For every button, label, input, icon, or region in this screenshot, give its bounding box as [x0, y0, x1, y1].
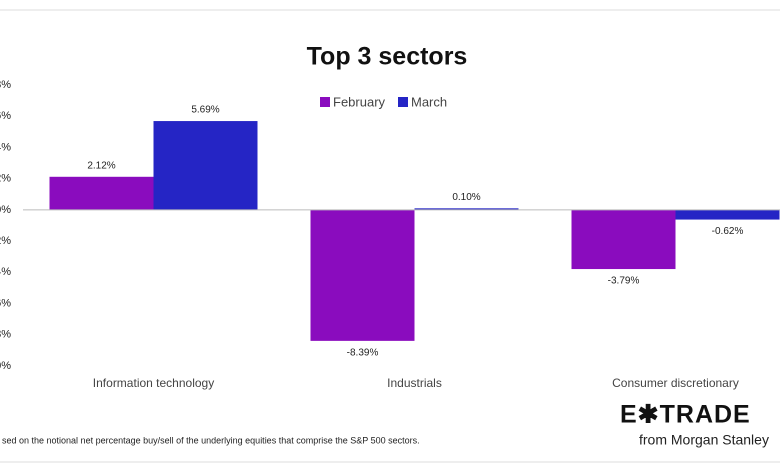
- legend-label: February: [333, 94, 386, 109]
- y-tick-label: -6%: [0, 297, 11, 309]
- legend-swatch: [398, 97, 408, 107]
- value-label: -8.39%: [347, 348, 379, 359]
- x-tick-label: Industrials: [387, 376, 442, 390]
- value-label: -3.79%: [608, 276, 640, 287]
- y-tick-label: 6%: [0, 110, 11, 122]
- chart-title: Top 3 sectors: [307, 43, 468, 71]
- value-label: 5.69%: [191, 105, 219, 116]
- bar: [414, 208, 519, 210]
- y-tick-label: -4%: [0, 266, 11, 278]
- value-label: 0.10%: [452, 192, 480, 203]
- y-tick-label: -8%: [0, 329, 11, 341]
- footnote: sed on the notional net percentage buy/s…: [2, 435, 420, 445]
- logo-sub: from Morgan Stanley: [639, 432, 769, 448]
- y-tick-label: 2%: [0, 173, 11, 185]
- value-label: 2.12%: [87, 160, 115, 171]
- y-tick-label: 8%: [0, 79, 11, 91]
- logo: E✱TRADE: [620, 401, 751, 429]
- x-tick-label: Information technology: [93, 376, 214, 390]
- y-tick-label: -10%: [0, 360, 11, 372]
- bar: [310, 209, 415, 341]
- legend-label: March: [411, 94, 447, 109]
- y-tick-label: 0%: [0, 204, 11, 216]
- bar: [49, 176, 154, 210]
- y-tick-label: -2%: [0, 235, 11, 247]
- bar: [571, 209, 676, 270]
- bar: [675, 209, 780, 220]
- value-label: -0.62%: [712, 226, 744, 237]
- x-tick-label: Consumer discretionary: [612, 376, 739, 390]
- bar: [153, 121, 258, 210]
- legend-swatch: [320, 97, 330, 107]
- y-tick-label: 4%: [0, 141, 11, 153]
